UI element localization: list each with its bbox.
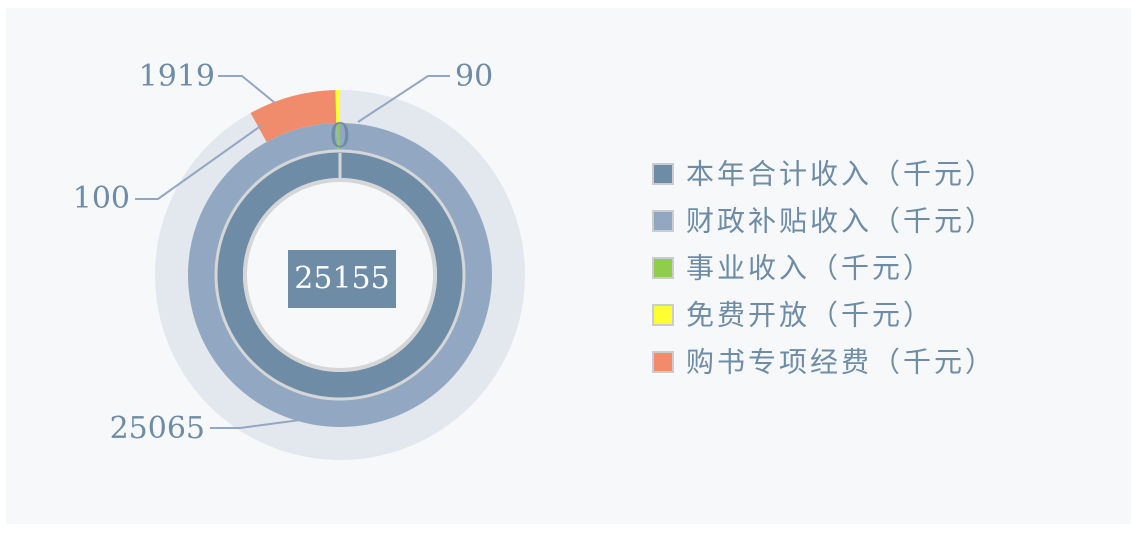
legend-label: 事业收入（千元） <box>686 252 934 285</box>
center-label: 25155 <box>294 261 389 296</box>
data-label: 100 <box>73 181 130 216</box>
donut-segment <box>250 90 337 142</box>
legend-swatch <box>652 257 674 279</box>
legend-label: 免费开放（千元） <box>686 299 934 332</box>
legend-swatch <box>652 351 674 373</box>
donut-segment <box>336 123 340 152</box>
legend-swatch <box>652 210 674 232</box>
donut-segment <box>335 90 340 124</box>
leader-line <box>218 75 276 104</box>
legend-label: 财政补贴收入（千元） <box>686 205 996 238</box>
leader-lines <box>135 75 450 429</box>
leader-line <box>210 419 301 429</box>
leader-line <box>135 124 263 200</box>
ring-divider <box>214 149 466 401</box>
data-label: 25065 <box>110 411 205 446</box>
data-label: 1919 <box>139 59 215 94</box>
legend-label: 购书专项经费（千元） <box>686 346 996 379</box>
annotation: 0 <box>329 116 351 156</box>
center-box <box>288 250 396 308</box>
leader-line <box>357 75 450 123</box>
legend-swatch <box>652 304 674 326</box>
legend-swatch <box>652 163 674 185</box>
legend-label: 本年合计收入（千元） <box>686 158 996 191</box>
data-label: 90 <box>455 59 493 94</box>
